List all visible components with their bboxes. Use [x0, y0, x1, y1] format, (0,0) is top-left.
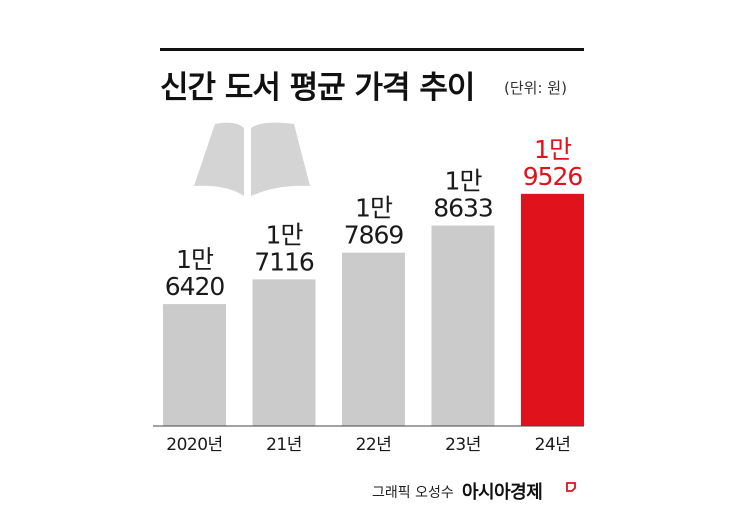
bar	[163, 304, 226, 426]
unit-note: (단위: 원)	[504, 79, 567, 97]
value-label-number: 7869	[344, 221, 404, 250]
top-rule	[160, 48, 584, 51]
bar	[342, 252, 405, 426]
value-label-unit: 1만	[355, 194, 393, 223]
value-label-number: 7116	[254, 247, 314, 276]
chart-title: 신간 도서 평균 가격 추이	[160, 70, 475, 106]
x-tick-label: 22년	[356, 435, 392, 455]
graphic-credit: 그래픽 오성수	[372, 485, 454, 501]
x-tick-label: 24년	[535, 435, 571, 455]
open-book-icon	[194, 122, 310, 196]
value-label-unit: 1만	[266, 220, 304, 249]
x-tick-label: 23년	[445, 435, 481, 455]
brand-mark-icon	[566, 482, 576, 492]
value-label-unit: 1만	[534, 135, 572, 164]
bar-highlighted	[521, 193, 584, 426]
x-tick-label: 21년	[266, 435, 302, 455]
value-label-unit: 1만	[445, 167, 483, 196]
bars-layer: 1만64202020년1만711621년1만786922년1만863323년1만…	[163, 135, 584, 455]
value-label-number: 6420	[165, 272, 225, 301]
bar	[252, 279, 316, 426]
value-label-number: 8633	[433, 194, 493, 223]
brand-logo-text: 아시아경제	[462, 482, 543, 503]
x-tick-label: 2020년	[166, 435, 222, 455]
value-label-unit: 1만	[176, 245, 214, 274]
value-label-number: 9526	[523, 162, 583, 191]
bar	[431, 225, 495, 426]
